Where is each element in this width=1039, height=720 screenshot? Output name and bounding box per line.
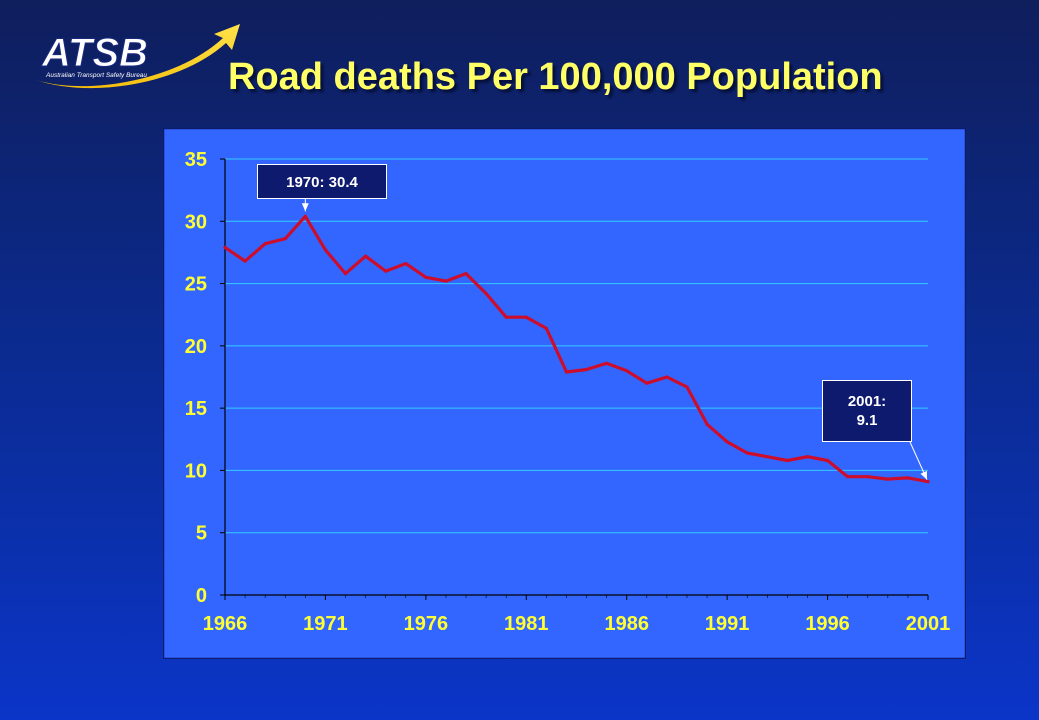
data-point bbox=[444, 279, 448, 283]
data-point bbox=[263, 242, 267, 246]
y-tick-label-25: 25 bbox=[185, 274, 207, 296]
y-tick-labels: 0 5 10 15 20 25 30 35 bbox=[185, 149, 207, 607]
data-point bbox=[303, 214, 307, 218]
data-point bbox=[243, 259, 247, 263]
x-tick-label-1976: 1976 bbox=[404, 613, 449, 635]
y-tick-label-20: 20 bbox=[185, 336, 207, 358]
logo-wordmark: ATSB bbox=[41, 31, 148, 75]
data-point bbox=[665, 375, 669, 379]
data-point bbox=[524, 315, 528, 319]
pointer-1970-head bbox=[301, 203, 309, 212]
data-point bbox=[785, 458, 790, 463]
x-tick-labels: 1966 1971 1976 1981 1986 1991 1996 2001 bbox=[203, 613, 951, 635]
data-point bbox=[725, 440, 729, 444]
axes bbox=[220, 158, 929, 600]
data-point bbox=[765, 455, 769, 459]
data-point bbox=[846, 475, 850, 479]
data-point bbox=[323, 248, 328, 252]
gridlines bbox=[225, 158, 928, 534]
data-point bbox=[544, 326, 548, 331]
data-point bbox=[504, 315, 508, 319]
data-point bbox=[926, 480, 930, 484]
data-point bbox=[645, 381, 649, 385]
data-point bbox=[625, 369, 629, 373]
series-layer bbox=[223, 214, 930, 484]
data-point bbox=[745, 451, 749, 455]
data-point bbox=[886, 477, 890, 481]
x-tick-label-1981: 1981 bbox=[504, 613, 549, 635]
x-tick-label-2001: 2001 bbox=[906, 613, 951, 635]
annotation-pointers bbox=[301, 199, 928, 480]
data-point bbox=[384, 269, 388, 273]
y-tick-label-0: 0 bbox=[196, 585, 207, 607]
x-tick-label-1996: 1996 bbox=[805, 613, 850, 635]
y-tick-label-35: 35 bbox=[185, 149, 207, 171]
y-tick-label-30: 30 bbox=[185, 211, 207, 233]
data-point bbox=[866, 475, 870, 479]
x-tick-label-1986: 1986 bbox=[604, 613, 649, 635]
y-tick-label-15: 15 bbox=[185, 398, 207, 420]
data-point bbox=[825, 458, 830, 463]
data-point bbox=[364, 254, 368, 258]
data-point bbox=[464, 272, 468, 276]
y-tick-label-5: 5 bbox=[196, 523, 207, 545]
x-tick-label-1971: 1971 bbox=[303, 613, 348, 635]
data-point bbox=[584, 367, 589, 372]
data-point bbox=[223, 245, 227, 250]
annotation-1970-peak: 1970: 30.4 bbox=[257, 164, 387, 199]
data-point bbox=[705, 422, 709, 426]
annotation-2001-value: 2001: 9.1 bbox=[822, 380, 912, 442]
pointer-2001-head bbox=[920, 470, 927, 480]
data-point bbox=[424, 275, 428, 279]
data-point bbox=[484, 291, 488, 296]
slide-title: Road deaths Per 100,000 Population bbox=[228, 56, 883, 98]
data-point bbox=[404, 262, 408, 266]
logo-tagline: Australian Transport Safety Bureau bbox=[45, 72, 147, 79]
logo-swoosh bbox=[36, 24, 240, 89]
x-tick-label-1966: 1966 bbox=[203, 613, 248, 635]
data-point bbox=[343, 272, 348, 276]
data-point bbox=[283, 237, 287, 241]
x-tick-label-1991: 1991 bbox=[705, 613, 750, 635]
annotation-2001-line-1: 2001: bbox=[847, 393, 887, 410]
data-point bbox=[805, 455, 810, 459]
data-point bbox=[564, 370, 569, 374]
data-point bbox=[605, 361, 609, 365]
series-line-0 bbox=[223, 214, 930, 484]
annotation-2001-line-2: 9.1 bbox=[856, 412, 878, 429]
y-tick-label-10: 10 bbox=[185, 460, 207, 482]
data-point bbox=[685, 385, 689, 389]
atsb-logo: ATSB Australian Transport Safety Bureau bbox=[36, 24, 240, 89]
data-point bbox=[906, 476, 910, 480]
